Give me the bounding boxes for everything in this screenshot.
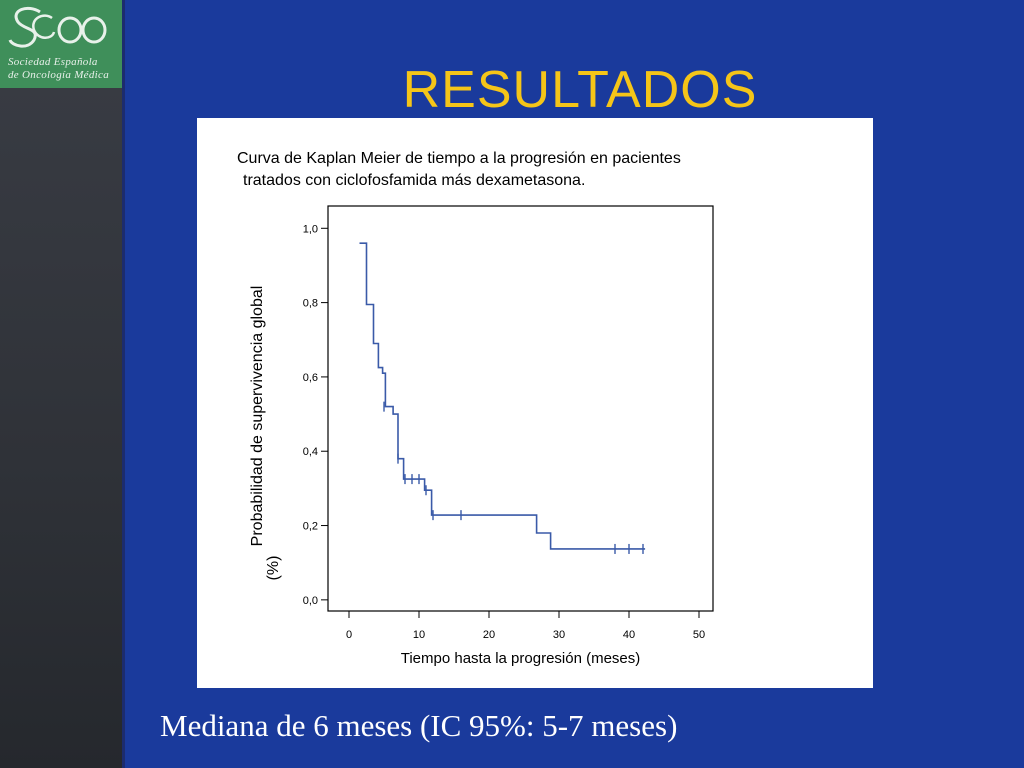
x-tick-label: 10 [413, 629, 425, 641]
seom-logo-mark-icon [8, 6, 107, 48]
chart-title-line1: Curva de Kaplan Meier de tiempo a la pro… [237, 150, 681, 167]
left-band-edge [122, 0, 125, 768]
left-decorative-band [0, 0, 125, 768]
chart-title-line2: tratados con ciclofosfamida más dexameta… [243, 172, 586, 189]
logo-text-line2: de Oncología Médica [8, 69, 110, 81]
figure-panel [197, 118, 873, 688]
y-tick-label: 0,0 [303, 595, 318, 607]
y-axis-label-line1: Probabilidad de supervivencia global [249, 286, 266, 547]
x-tick-label: 20 [483, 629, 495, 641]
slide-title: RESULTADOS [402, 61, 758, 119]
seom-logo: Sociedad Española de Oncología Médica [0, 0, 122, 88]
plot-frame [327, 205, 714, 612]
logo-text-line1: Sociedad Española [8, 56, 98, 68]
x-axis-label: Tiempo hasta la progresión (meses) [401, 650, 641, 667]
y-tick-label: 0,4 [303, 446, 318, 458]
x-tick-label: 40 [623, 629, 635, 641]
y-tick-label: 1,0 [303, 223, 318, 235]
y-tick-label: 0,6 [303, 372, 318, 384]
x-tick-label: 0 [346, 629, 352, 641]
x-tick-label: 30 [553, 629, 565, 641]
chart-title: Curva de Kaplan Meier de tiempo a la pro… [237, 148, 857, 192]
median-footer: Mediana de 6 meses (IC 95%: 5-7 meses) [160, 708, 678, 743]
x-tick-label: 50 [693, 629, 705, 641]
km-survival-curve [359, 242, 646, 550]
y-tick-label: 0,8 [303, 298, 318, 310]
y-axis-label-line2: (%) [265, 556, 282, 581]
y-tick-label: 0,2 [303, 521, 318, 533]
